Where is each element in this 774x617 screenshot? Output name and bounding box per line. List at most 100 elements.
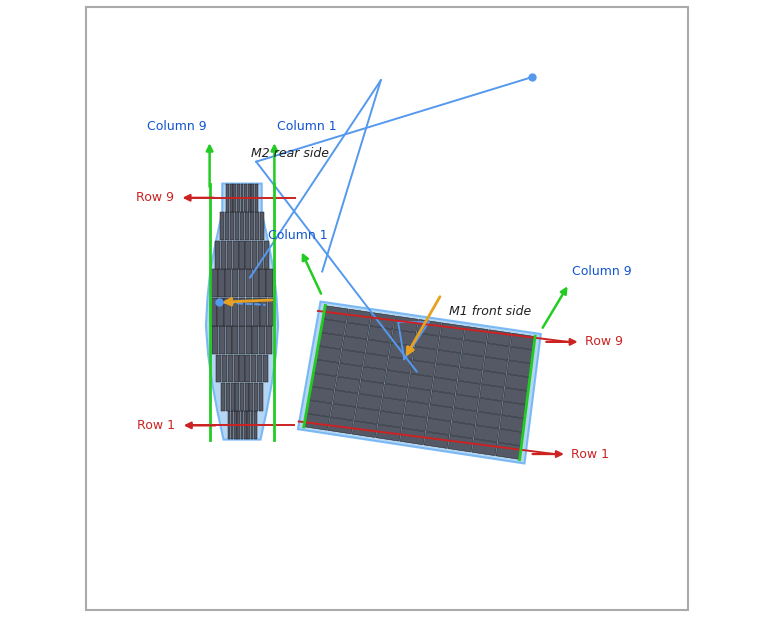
Polygon shape	[462, 340, 486, 357]
Polygon shape	[259, 383, 262, 411]
Polygon shape	[364, 354, 389, 370]
Polygon shape	[359, 380, 384, 397]
Polygon shape	[222, 355, 227, 383]
Polygon shape	[342, 336, 367, 352]
Polygon shape	[258, 241, 263, 268]
Polygon shape	[317, 346, 341, 363]
Polygon shape	[234, 184, 236, 212]
Polygon shape	[352, 421, 378, 437]
Polygon shape	[448, 436, 473, 452]
Polygon shape	[239, 326, 245, 354]
Polygon shape	[337, 363, 362, 379]
Polygon shape	[252, 184, 254, 212]
Polygon shape	[252, 241, 257, 268]
Polygon shape	[244, 412, 247, 439]
Polygon shape	[454, 394, 478, 411]
Polygon shape	[311, 373, 337, 390]
Polygon shape	[217, 297, 224, 326]
Polygon shape	[400, 428, 425, 445]
Polygon shape	[210, 297, 217, 326]
Polygon shape	[221, 383, 225, 411]
Polygon shape	[481, 371, 506, 387]
Polygon shape	[430, 391, 455, 407]
Polygon shape	[478, 398, 502, 415]
Polygon shape	[452, 408, 477, 424]
Polygon shape	[235, 383, 239, 411]
Polygon shape	[255, 212, 259, 240]
Polygon shape	[246, 297, 252, 326]
Polygon shape	[212, 326, 218, 354]
Polygon shape	[328, 418, 354, 434]
Polygon shape	[365, 340, 390, 356]
Polygon shape	[450, 422, 475, 439]
Polygon shape	[233, 241, 238, 268]
Polygon shape	[389, 343, 414, 360]
Polygon shape	[426, 418, 451, 435]
Polygon shape	[378, 411, 403, 428]
Polygon shape	[487, 329, 512, 346]
Polygon shape	[237, 184, 240, 212]
Polygon shape	[206, 184, 278, 439]
Polygon shape	[247, 412, 250, 439]
Text: Row 1: Row 1	[137, 419, 175, 432]
Polygon shape	[251, 355, 256, 383]
Polygon shape	[509, 347, 533, 363]
Polygon shape	[245, 326, 252, 354]
Polygon shape	[245, 241, 251, 268]
Polygon shape	[266, 269, 272, 297]
Polygon shape	[415, 333, 440, 349]
Polygon shape	[404, 401, 430, 418]
Polygon shape	[440, 323, 464, 339]
Polygon shape	[485, 344, 509, 360]
Polygon shape	[511, 333, 535, 350]
Polygon shape	[260, 297, 267, 326]
Polygon shape	[255, 184, 258, 212]
Polygon shape	[218, 269, 224, 297]
Polygon shape	[259, 212, 264, 240]
Polygon shape	[252, 326, 259, 354]
Polygon shape	[253, 297, 260, 326]
Polygon shape	[321, 319, 346, 336]
Polygon shape	[437, 350, 461, 366]
Polygon shape	[259, 326, 265, 354]
Polygon shape	[313, 360, 339, 376]
Polygon shape	[245, 269, 252, 297]
Polygon shape	[231, 297, 238, 326]
Polygon shape	[434, 364, 459, 380]
Polygon shape	[361, 367, 386, 383]
Polygon shape	[227, 241, 232, 268]
Polygon shape	[458, 367, 482, 384]
Polygon shape	[428, 405, 453, 421]
Polygon shape	[235, 212, 239, 240]
Polygon shape	[226, 383, 230, 411]
Polygon shape	[406, 387, 431, 404]
Polygon shape	[239, 269, 245, 297]
Polygon shape	[231, 383, 235, 411]
Text: Column 9: Column 9	[572, 265, 632, 278]
Polygon shape	[472, 439, 497, 456]
Polygon shape	[324, 306, 348, 322]
Text: Row 9: Row 9	[135, 191, 173, 204]
Polygon shape	[304, 414, 330, 430]
Polygon shape	[240, 212, 244, 240]
Polygon shape	[333, 391, 358, 407]
Polygon shape	[268, 297, 274, 326]
Polygon shape	[500, 415, 524, 432]
Polygon shape	[392, 329, 416, 346]
Polygon shape	[370, 313, 395, 329]
Polygon shape	[234, 355, 239, 383]
Polygon shape	[376, 424, 401, 441]
Polygon shape	[411, 360, 435, 377]
Polygon shape	[226, 184, 229, 212]
Polygon shape	[503, 388, 528, 405]
Polygon shape	[484, 357, 508, 373]
Polygon shape	[319, 333, 344, 349]
Text: M2 rear side: M2 rear side	[252, 147, 329, 160]
Polygon shape	[254, 383, 258, 411]
Polygon shape	[417, 320, 441, 336]
Polygon shape	[225, 212, 229, 240]
Polygon shape	[239, 355, 245, 383]
Polygon shape	[307, 400, 332, 416]
Polygon shape	[298, 302, 541, 463]
Polygon shape	[368, 326, 392, 342]
